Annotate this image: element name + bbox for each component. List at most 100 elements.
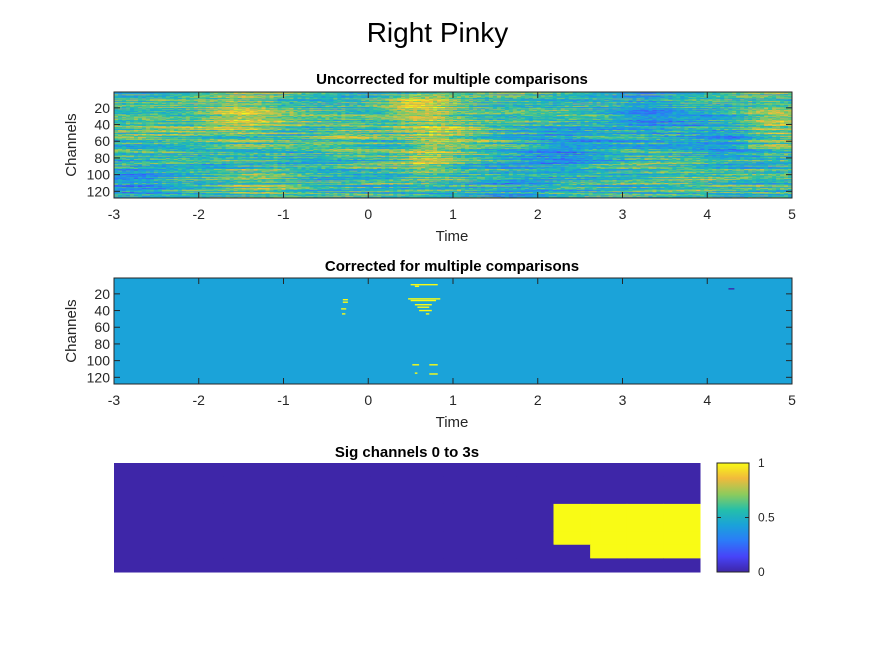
- heatmap-cell: [564, 100, 570, 102]
- heatmap-cell: [772, 96, 777, 98]
- heatmap-cell: [317, 99, 322, 101]
- heatmap-cell: [321, 99, 326, 101]
- heatmap-cell: [373, 101, 378, 103]
- heatmap-cell: [385, 93, 390, 95]
- heatmap-cell: [281, 101, 286, 103]
- heatmap-cell: [225, 94, 231, 96]
- heatmap-cell: [409, 95, 414, 97]
- heatmap-cell: [265, 100, 270, 102]
- heatmap-cell: [636, 92, 641, 94]
- heatmap-cell: [401, 94, 406, 96]
- heatmap-cell: [265, 97, 270, 100]
- heatmap-cell: [257, 98, 262, 100]
- heatmap-cell: [297, 97, 302, 100]
- heatmap-cell: [612, 100, 617, 102]
- heatmap-cell: [680, 96, 685, 99]
- heatmap-cell: [361, 100, 366, 102]
- heatmap-cell: [257, 94, 262, 96]
- heatmap-cell: [373, 99, 378, 101]
- heatmap-cell: [460, 97, 466, 100]
- heatmap-cell: [524, 96, 530, 98]
- heatmap-cell: [413, 96, 418, 99]
- heatmap-cell: [341, 94, 346, 96]
- heatmap-cell: [349, 96, 354, 99]
- heatmap-cell: [321, 96, 326, 99]
- heatmap-cell: [313, 96, 318, 98]
- heatmap-cell: [560, 99, 566, 101]
- heatmap-cell: [345, 101, 350, 103]
- heatmap-cell: [357, 98, 362, 100]
- heatmap-cell: [393, 100, 398, 102]
- heatmap-cell: [608, 96, 613, 99]
- heatmap-cell: [173, 93, 179, 95]
- heatmap-cell: [648, 96, 653, 98]
- heatmap-cell: [688, 97, 693, 100]
- heatmap-cell: [628, 93, 633, 95]
- heatmap-cell: [632, 99, 637, 101]
- heatmap-cell: [173, 92, 179, 95]
- heatmap-cell: [309, 95, 314, 97]
- heatmap-cell: [261, 92, 266, 95]
- heatmap-cell: [321, 100, 326, 102]
- heatmap-cell: [716, 97, 721, 100]
- heatmap-cell: [700, 92, 705, 94]
- heatmap-cell: [449, 92, 454, 95]
- heatmap-cell: [676, 94, 681, 96]
- heatmap-cell: [568, 100, 574, 102]
- heatmap-cell: [636, 99, 641, 101]
- heatmap-cell: [393, 95, 398, 97]
- heatmap-cell: [568, 95, 574, 97]
- heatmap-cell: [397, 96, 402, 99]
- heatmap-cell: [624, 98, 629, 100]
- heatmap-cell: [133, 96, 139, 98]
- heatmap-cell: [728, 93, 733, 95]
- heatmap-cell: [277, 92, 282, 95]
- heatmap-cell: [257, 99, 262, 101]
- heatmap-cell: [472, 98, 478, 100]
- heatmap-cell: [600, 96, 605, 99]
- heatmap-cell: [197, 92, 203, 94]
- heatmap-cell: [624, 97, 629, 100]
- heatmap-cell: [141, 96, 147, 98]
- heatmap-cell: [532, 92, 538, 94]
- heatmap-cell: [385, 96, 390, 98]
- heatmap-cell: [732, 96, 737, 98]
- heatmap-cell: [181, 101, 187, 103]
- heatmap-cell: [261, 96, 266, 98]
- heatmap-cell: [345, 95, 350, 97]
- heatmap-cell: [157, 92, 163, 95]
- heatmap-cell: [233, 99, 239, 101]
- heatmap-cell: [696, 94, 701, 96]
- heatmap-cell: [133, 94, 139, 96]
- heatmap-cell: [584, 92, 589, 94]
- heatmap-cell: [114, 99, 119, 101]
- heatmap-cell: [309, 92, 314, 94]
- heatmap-cell: [413, 101, 418, 103]
- heatmap-cell: [249, 96, 254, 98]
- heatmap-cell: [632, 94, 637, 96]
- heatmap-cell: [768, 95, 773, 97]
- heatmap-cell: [680, 95, 685, 97]
- heatmap-cell: [476, 92, 482, 95]
- heatmap-cell: [449, 95, 454, 97]
- heatmap-cell: [229, 92, 235, 94]
- heatmap-cell: [720, 95, 725, 97]
- heatmap-cell: [740, 95, 745, 97]
- heatmap-cell: [213, 92, 219, 95]
- heatmap-cell: [381, 96, 386, 99]
- heatmap-cell: [524, 93, 530, 95]
- heatmap-cell: [720, 92, 725, 94]
- heatmap-cell: [564, 96, 570, 98]
- heatmap-cell: [652, 95, 657, 97]
- heatmap-cell: [397, 98, 402, 100]
- heatmap-cell: [125, 92, 131, 95]
- heatmap-cell: [445, 96, 450, 99]
- heatmap-cell: [560, 92, 566, 95]
- heatmap-cell: [353, 92, 358, 94]
- heatmap-cell: [728, 95, 733, 97]
- heatmap-cell: [624, 92, 629, 94]
- heatmap-cell: [265, 99, 270, 101]
- heatmap-cell: [692, 97, 697, 100]
- heatmap-cell: [453, 94, 458, 96]
- heatmap-cell: [592, 97, 597, 100]
